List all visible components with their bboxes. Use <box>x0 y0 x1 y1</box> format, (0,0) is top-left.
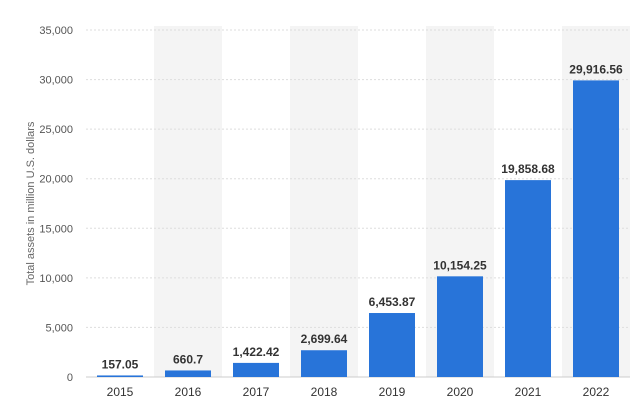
y-tick-label: 5,000 <box>45 322 73 334</box>
data-label-2022: 29,916.56 <box>569 62 623 76</box>
data-label-2019: 6,453.87 <box>369 295 416 309</box>
data-label-2021: 19,858.68 <box>501 162 555 176</box>
y-tick-label: 10,000 <box>39 273 73 285</box>
bar-2018 <box>301 350 347 377</box>
data-labels: 157.05 660.7 1,422.42 2,699.64 6,453.87 10,15… <box>102 62 623 371</box>
x-tick-label-2021: 2021 <box>515 385 542 399</box>
x-tick-label-2018: 2018 <box>311 385 338 399</box>
x-tick-label-2019: 2019 <box>379 385 406 399</box>
data-label-2015: 157.05 <box>102 357 139 371</box>
x-axis-ticks: 2015 2016 2017 2018 2019 2020 2021 2022 <box>107 385 610 399</box>
x-tick-label-2016: 2016 <box>175 385 202 399</box>
y-axis-title: Total assets in million U.S. dollars <box>25 121 37 285</box>
y-tick-label: 20,000 <box>39 174 73 186</box>
x-tick-label-2015: 2015 <box>107 385 134 399</box>
bar-2016 <box>165 370 211 377</box>
bars <box>97 80 619 377</box>
bar-2015 <box>97 375 143 377</box>
x-tick-label-2020: 2020 <box>447 385 474 399</box>
y-tick-label: 0 <box>67 372 73 384</box>
y-tick-label: 25,000 <box>39 124 73 136</box>
y-tick-label: 15,000 <box>39 223 73 235</box>
bar-2019 <box>369 313 415 377</box>
band-2018 <box>290 26 358 377</box>
data-label-2016: 660.7 <box>173 352 203 366</box>
bar-2020 <box>437 276 483 377</box>
y-tick-label: 30,000 <box>39 75 73 87</box>
data-label-2018: 2,699.64 <box>301 332 348 346</box>
x-tick-label-2022: 2022 <box>583 385 610 399</box>
bar-2021 <box>505 180 551 377</box>
y-tick-label: 35,000 <box>39 25 73 37</box>
data-label-2017: 1,422.42 <box>233 345 280 359</box>
x-tick-label-2017: 2017 <box>243 385 270 399</box>
bar-2022 <box>573 80 619 377</box>
y-axis-ticks: 0 5,000 10,000 15,000 20,000 25,000 30,000 35,0… <box>39 25 73 384</box>
data-label-2020: 10,154.25 <box>433 258 487 272</box>
bar-2017 <box>233 362 279 377</box>
band-2016 <box>154 26 222 377</box>
